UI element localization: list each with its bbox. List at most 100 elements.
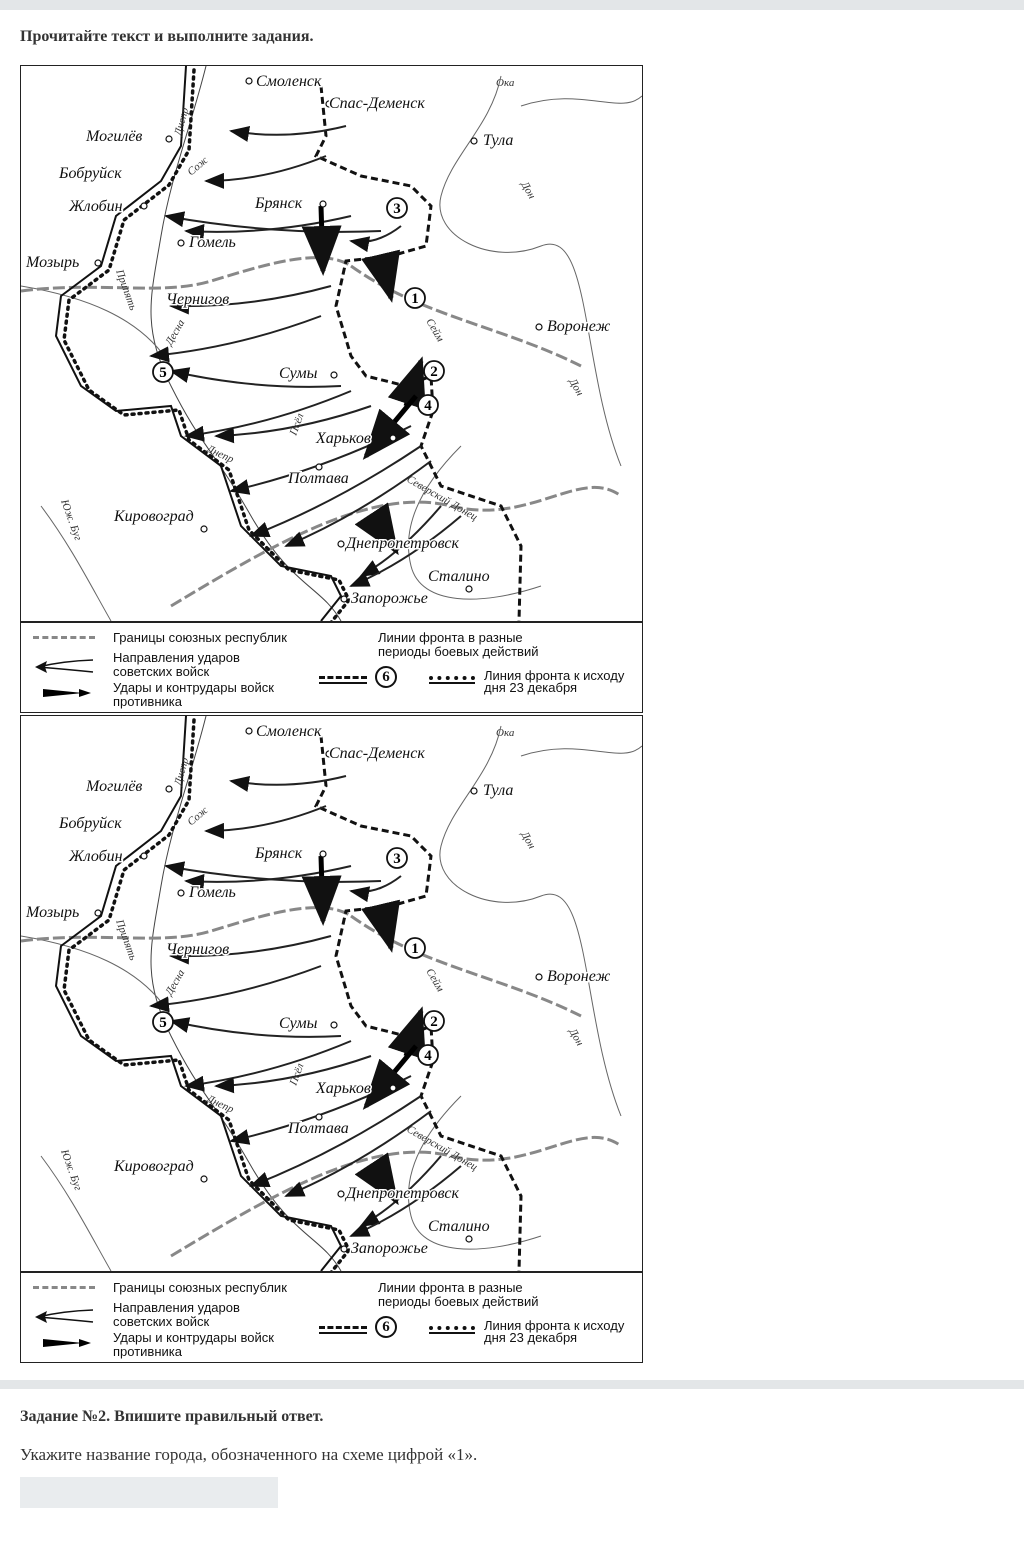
svg-text:3: 3: [393, 851, 401, 867]
soviet-strike-arrow: [359, 1155, 442, 1227]
city-dot: [315, 463, 323, 471]
river-label: Дон: [518, 179, 538, 202]
enemy-strike-arrow: [387, 1006, 426, 1061]
task-question: Укажите название города, обозначенного н…: [20, 1445, 478, 1464]
city-label: Чернигов: [166, 291, 229, 308]
river-line: [439, 725, 622, 1117]
front-line-dec-23: [62, 68, 352, 621]
svg-text:4: 4: [424, 1048, 432, 1064]
river-line: [520, 95, 642, 107]
soviet-strike-arrow: [169, 367, 342, 388]
legend-dotted-swatch: [429, 1326, 475, 1334]
svg-text:1: 1: [411, 941, 419, 957]
city-dot: [165, 785, 173, 793]
soviet-strike-arrow: [204, 155, 327, 189]
legend-front-1: Линии фронта в разные: [378, 1280, 523, 1295]
map-figure-2: Смоленск Спас-Деменск Тула Могилёв Бобруйск Ж…: [20, 715, 643, 1363]
city-label: Могилёв: [85, 128, 142, 145]
city-dot: [389, 1084, 397, 1092]
city-label: Смоленск: [256, 73, 322, 90]
svg-text:4: 4: [424, 398, 432, 414]
legend-dotted-swatch: [429, 676, 475, 684]
enemy-strike-arrow: [301, 855, 342, 926]
city-dot: [330, 371, 338, 379]
enemy-strike-arrow: [354, 1152, 399, 1206]
map-marker-1: 1: [404, 937, 426, 959]
city-label: Сталино: [428, 1218, 490, 1235]
city-dot: [200, 525, 208, 533]
battle-map: Смоленск Спас-Деменск Тула Могилёв Бобруйск Ж…: [21, 716, 642, 1271]
river-label: Днепр: [204, 442, 236, 465]
map-marker-3: 3: [386, 197, 408, 219]
city-dot: [340, 595, 348, 603]
map-figure-1: Смоленск Спас-Деменск Тула Могилёв Бобруйск Ж…: [20, 65, 643, 713]
front-line-solid: [54, 66, 343, 621]
legend-dashed-swatch: [319, 676, 367, 684]
legend-enemy-arrow-icon: [43, 1339, 91, 1347]
river-line: [407, 445, 542, 600]
instruction-heading: Прочитайте текст и выполните задания.: [20, 28, 314, 45]
battle-map: Смоленск Спас-Деменск Тула Могилёв Бобруйск Ж…: [21, 66, 642, 621]
enemy-strike-arrow: [354, 502, 399, 556]
legend-enemy-2: противника: [113, 694, 182, 709]
river-line: [520, 745, 642, 757]
city-label: Полтава: [287, 1120, 349, 1137]
city-label: Жлобин: [68, 848, 123, 865]
soviet-strike-arrow: [149, 315, 322, 363]
legend-enemy-1: Удары и контрудары войск: [113, 1330, 274, 1345]
soviet-strike-arrow: [184, 390, 352, 442]
enemy-strike-arrow: [387, 356, 426, 411]
city-label: Мозырь: [25, 254, 79, 271]
river-label: Сож: [185, 154, 211, 178]
river-line: [439, 75, 622, 467]
city-label: Брянск: [254, 195, 303, 212]
city-dot: [200, 1175, 208, 1183]
soviet-strike-arrow: [164, 211, 382, 233]
soviet-strike-arrow: [149, 965, 322, 1013]
river-label: Сож: [185, 804, 211, 828]
city-label: Сумы: [279, 365, 318, 382]
city-label: Тула: [483, 782, 513, 799]
soviet-strike-arrow: [349, 875, 402, 903]
city-label: Смоленск: [256, 723, 322, 740]
legend-front-2: периоды боевых действий: [378, 1294, 539, 1309]
soviet-strike-arrow: [169, 1017, 342, 1038]
river-label: Дон: [518, 829, 538, 852]
city-label: Воронеж: [547, 318, 610, 335]
map-marker-4: 4: [417, 1044, 439, 1066]
city-label: Спас-Деменск: [329, 745, 425, 762]
legend-borders: Границы союзных республик: [113, 630, 287, 645]
legend-soviet-1: Направления ударов: [113, 650, 240, 665]
legend-dec-1: Линия фронта к исходу: [484, 1318, 625, 1333]
enemy-strike-arrow: [361, 249, 401, 303]
river-line: [21, 285, 172, 367]
city-label: Жлобин: [68, 198, 123, 215]
city-dot: [325, 750, 333, 758]
river-label: Дон: [566, 1026, 586, 1049]
river-line: [40, 1155, 112, 1271]
soviet-strike-arrow: [169, 285, 332, 315]
city-label: Кировоград: [113, 508, 194, 525]
city-label: Харьков: [315, 1080, 371, 1097]
legend-front-marker: 6: [375, 666, 397, 688]
city-dot: [470, 787, 478, 795]
top-divider: [0, 0, 1024, 10]
svg-text:1: 1: [411, 291, 419, 307]
city-dot: [165, 135, 173, 143]
soviet-strike-arrow: [214, 1055, 372, 1094]
river-label: Ока: [496, 77, 515, 89]
map-marker-5: 5: [152, 361, 174, 383]
soviet-strike-arrow: [229, 775, 347, 792]
river-label: Северский Донец: [405, 473, 480, 523]
city-dot: [319, 850, 327, 858]
city-dot: [337, 1190, 345, 1198]
answer-input[interactable]: [20, 1477, 278, 1508]
city-label: Запорожье: [351, 590, 428, 607]
city-label: Полтава: [287, 470, 349, 487]
city-label: Брянск: [254, 845, 303, 862]
soviet-strike-arrow: [204, 805, 327, 839]
legend-front-2: периоды боевых действий: [378, 644, 539, 659]
map-marker-2: 2: [423, 1010, 445, 1032]
legend-dec-1: Линия фронта к исходу: [484, 668, 625, 683]
city-label: Спас-Деменск: [329, 95, 425, 112]
